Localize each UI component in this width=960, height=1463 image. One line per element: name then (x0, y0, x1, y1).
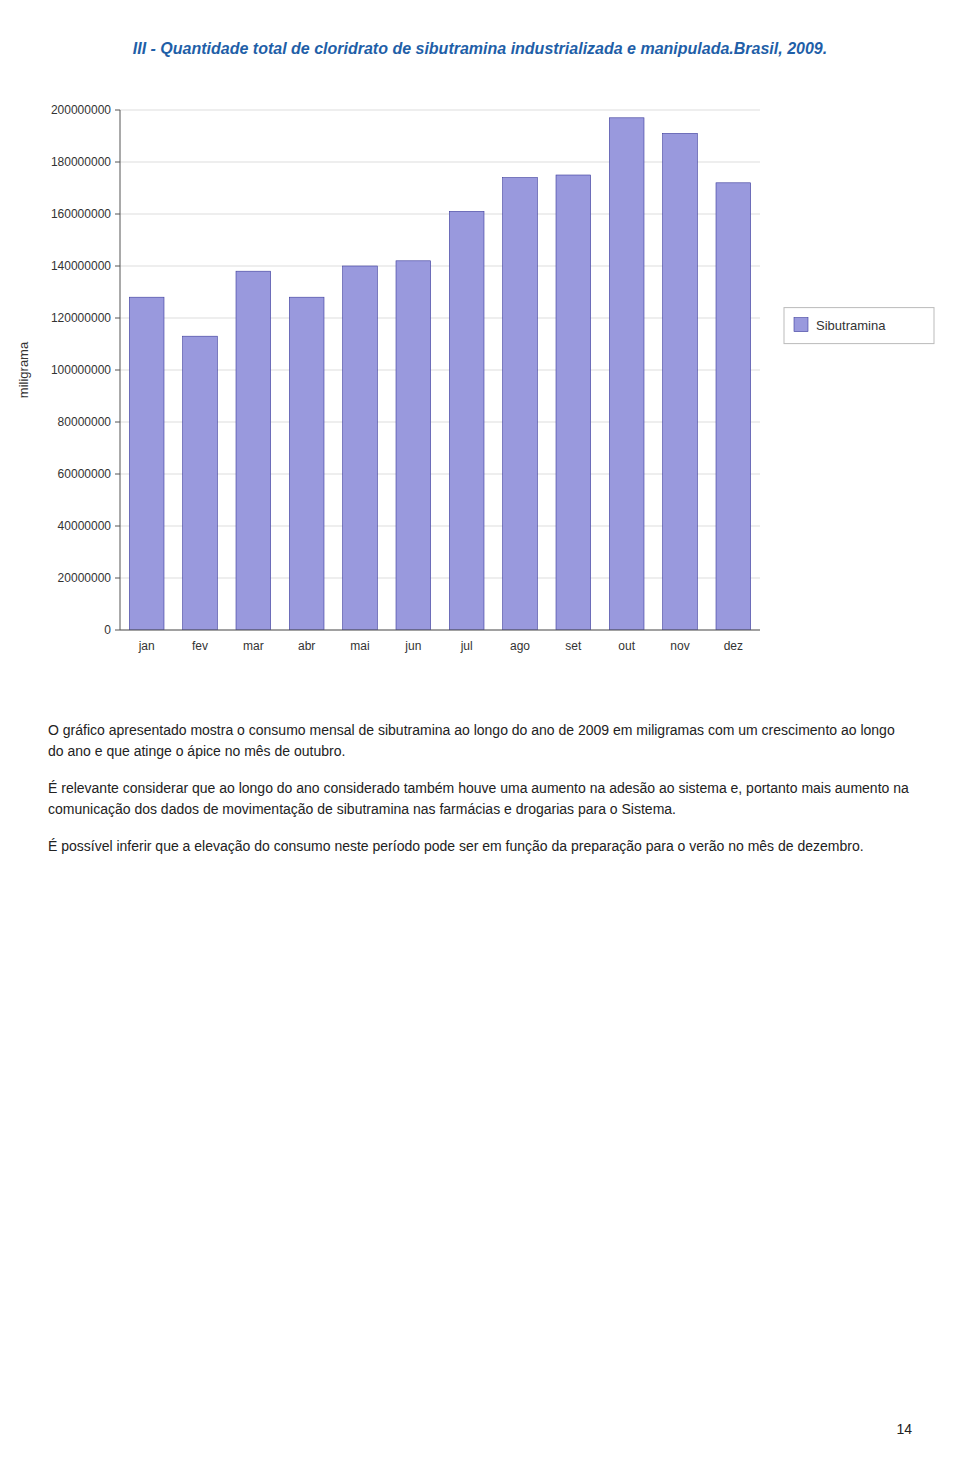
x-tick-label: abr (298, 639, 315, 653)
bar (129, 297, 164, 630)
x-tick-label: mai (350, 639, 369, 653)
y-axis-label: miligrama (16, 341, 31, 398)
x-axis-line (120, 630, 760, 631)
paragraph: É possível inferir que a elevação do con… (48, 836, 912, 857)
paragraph: O gráfico apresentado mostra o consumo m… (48, 720, 912, 762)
bar (396, 261, 431, 630)
x-tick-label: jul (460, 639, 473, 653)
y-tick (115, 162, 120, 163)
bar (556, 175, 591, 630)
y-tick (115, 526, 120, 527)
y-tick (115, 630, 120, 631)
y-tick (115, 370, 120, 371)
y-axis-line (120, 110, 121, 630)
x-axis: jan fev mar abr mai jun jul ago set out nov dez (138, 639, 743, 653)
legend: Sibutramina (784, 308, 934, 344)
bar (609, 118, 644, 630)
legend-label: Sibutramina (816, 318, 886, 333)
bar (503, 178, 538, 630)
chart: 0 20000000 40000000 60000000 80000000 1000000… (0, 90, 960, 690)
x-tick-label: jan (138, 639, 155, 653)
y-axis: 0 20000000 40000000 60000000 80000000 1000000… (51, 103, 120, 637)
chart-container: 0 20000000 40000000 60000000 80000000 1000000… (0, 90, 960, 694)
y-tick-label: 60000000 (58, 467, 112, 481)
y-tick-label: 180000000 (51, 155, 111, 169)
bar (716, 183, 751, 630)
page-number: 14 (896, 1421, 912, 1437)
x-tick-label: jun (404, 639, 421, 653)
y-tick-label: 80000000 (58, 415, 112, 429)
y-tick-label: 160000000 (51, 207, 111, 221)
y-tick-label: 100000000 (51, 363, 111, 377)
bar (236, 271, 271, 630)
y-tick-label: 20000000 (58, 571, 112, 585)
y-tick (115, 214, 120, 215)
grid-line (120, 630, 760, 631)
body-text: O gráfico apresentado mostra o consumo m… (48, 720, 912, 873)
y-tick-label: 200000000 (51, 103, 111, 117)
y-tick (115, 318, 120, 319)
y-tick-label: 0 (104, 623, 111, 637)
y-tick-label: 140000000 (51, 259, 111, 273)
x-tick-label: out (618, 639, 635, 653)
y-tick (115, 422, 120, 423)
x-tick-label: ago (510, 639, 530, 653)
bar (343, 266, 378, 630)
x-tick-label: nov (670, 639, 689, 653)
x-tick-label: set (565, 639, 582, 653)
bar (449, 211, 484, 630)
bars (129, 118, 750, 630)
x-tick-label: fev (192, 639, 208, 653)
bar (183, 336, 218, 630)
x-tick-label: mar (243, 639, 264, 653)
y-tick (115, 110, 120, 111)
x-tick-label: dez (724, 639, 743, 653)
y-tick-label: 120000000 (51, 311, 111, 325)
bar (289, 297, 324, 630)
title: III - Quantidade total de cloridrato de … (40, 40, 920, 58)
y-tick (115, 474, 120, 475)
y-tick-label: 40000000 (58, 519, 112, 533)
y-tick (115, 578, 120, 579)
grid-line (120, 110, 760, 111)
y-tick (115, 266, 120, 267)
bar (663, 133, 698, 630)
paragraph: É relevante considerar que ao longo do a… (48, 778, 912, 820)
legend-frame (784, 308, 934, 344)
legend-swatch (794, 318, 808, 332)
grid (120, 110, 760, 630)
